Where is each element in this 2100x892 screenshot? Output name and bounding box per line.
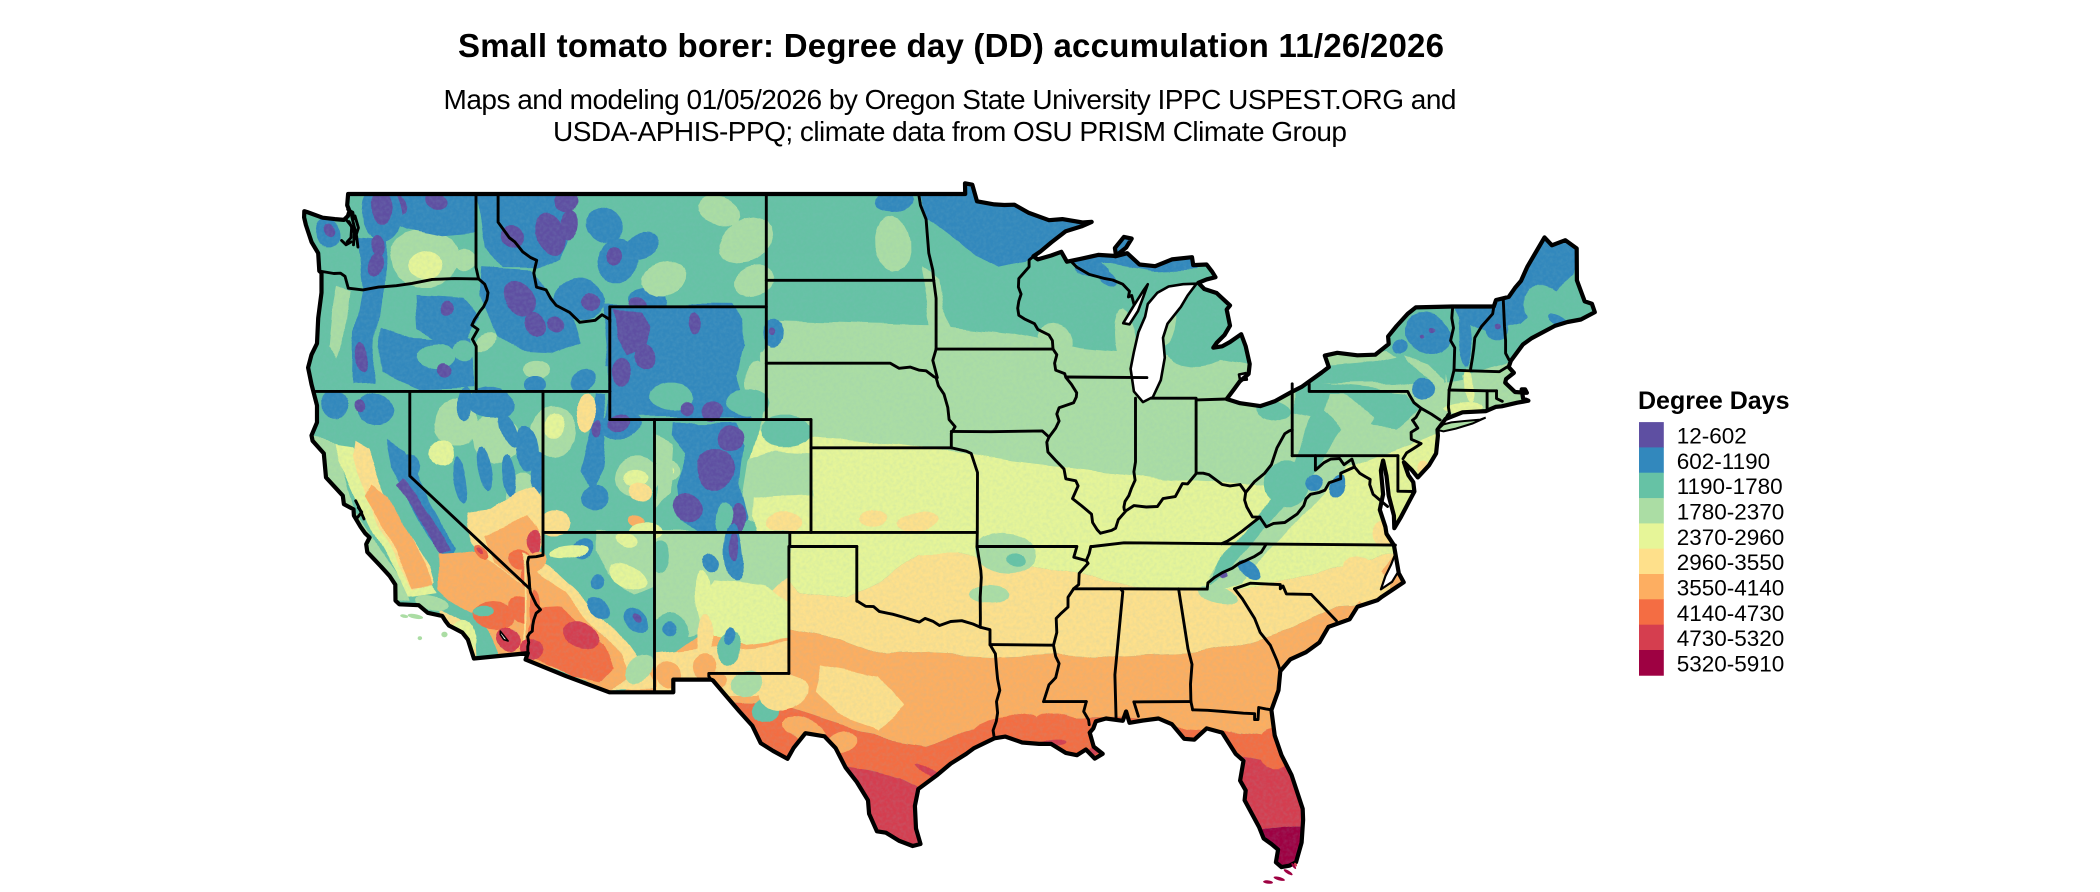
svg-text:1780-2370: 1780-2370: [1677, 500, 1785, 525]
svg-text:1190-1780: 1190-1780: [1677, 474, 1783, 499]
svg-text:4140-4730: 4140-4730: [1677, 601, 1785, 626]
svg-text:Small tomato borer: Degree day: Small tomato borer: Degree day (DD) accu…: [458, 27, 1444, 64]
svg-text:USDA-APHIS-PPQ; climate data f: USDA-APHIS-PPQ; climate data from OSU PR…: [553, 116, 1347, 147]
svg-text:Maps and modeling 01/05/2026 b: Maps and modeling 01/05/2026 by Oregon S…: [444, 84, 1457, 115]
svg-text:12-602: 12-602: [1677, 424, 1747, 449]
svg-text:602-1190: 602-1190: [1677, 449, 1770, 474]
svg-text:Degree Days: Degree Days: [1638, 387, 1789, 415]
svg-text:3550-4140: 3550-4140: [1677, 576, 1785, 601]
svg-text:2370-2960: 2370-2960: [1677, 525, 1785, 550]
svg-text:5320-5910: 5320-5910: [1677, 652, 1785, 677]
svg-text:2960-3550: 2960-3550: [1677, 550, 1785, 575]
svg-text:4730-5320: 4730-5320: [1677, 626, 1785, 651]
